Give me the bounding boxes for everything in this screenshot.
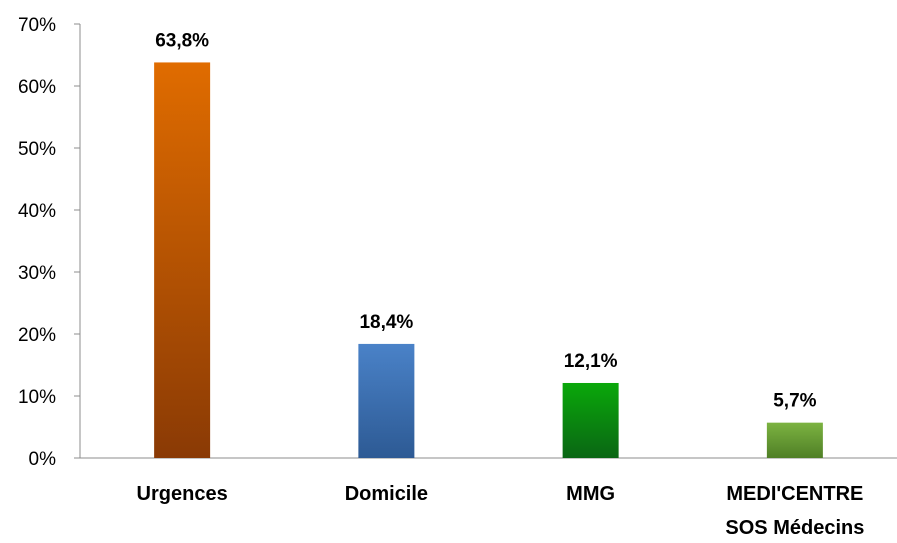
y-tick-label: 30% bbox=[18, 263, 56, 284]
category-label: SOS Médecins bbox=[725, 517, 864, 538]
category-label: Domicile bbox=[345, 483, 428, 505]
bar bbox=[154, 62, 211, 458]
bar bbox=[358, 343, 415, 458]
category-labels: Urgences Domicile MMG MEDI'CENTRE SOS Médeci… bbox=[137, 483, 865, 539]
y-tick-label: 0% bbox=[29, 449, 57, 470]
data-label: 12,1% bbox=[564, 351, 618, 372]
y-tick-label: 50% bbox=[18, 139, 56, 160]
bar bbox=[766, 422, 823, 458]
bars bbox=[154, 62, 823, 458]
data-label: 63,8% bbox=[155, 30, 209, 51]
y-tick-label: 70% bbox=[18, 15, 56, 36]
data-label: 5,7% bbox=[773, 391, 816, 412]
y-tick-label: 60% bbox=[18, 77, 56, 98]
data-label: 18,4% bbox=[359, 312, 413, 333]
category-label: Urgences bbox=[137, 483, 228, 505]
category-label: MEDI'CENTRE bbox=[726, 483, 863, 505]
y-tick-label: 40% bbox=[18, 201, 56, 222]
category-label: MMG bbox=[566, 483, 615, 505]
bar bbox=[562, 382, 619, 458]
y-tick-label: 20% bbox=[18, 325, 56, 346]
y-tick-label: 10% bbox=[18, 387, 56, 408]
data-labels: 63,8% 18,4% 12,1% 5,7% bbox=[155, 30, 816, 411]
y-axis: 0% 10% 20% 30% 40% 50% 60% 70% bbox=[18, 15, 81, 470]
